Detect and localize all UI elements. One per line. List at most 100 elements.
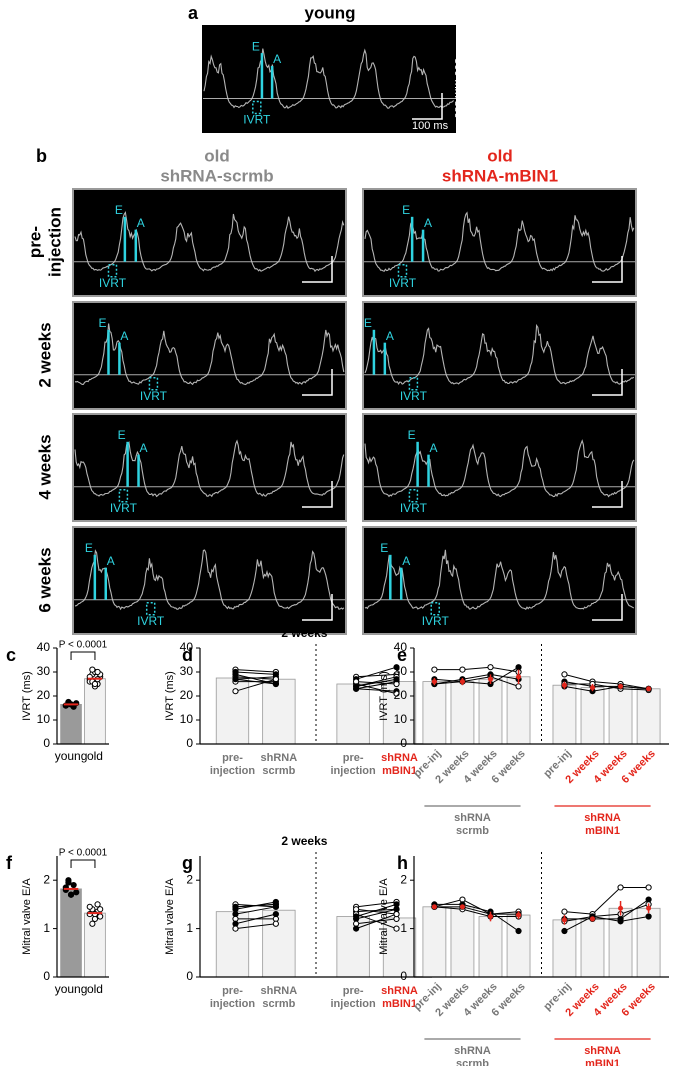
bar [215, 677, 250, 745]
bar [580, 687, 605, 745]
ivrt-marker [397, 264, 408, 278]
y-tick-label: 30 [394, 664, 408, 678]
group-label: shRNA [454, 1045, 491, 1057]
x-tick-label: shRNA [381, 985, 418, 997]
mean-marker [561, 917, 567, 923]
row-label: injection [45, 207, 64, 277]
bar [262, 678, 296, 745]
column-header: old [204, 146, 230, 165]
bar [636, 688, 661, 745]
x-tick-label: scrmb [262, 998, 295, 1010]
y-tick-label: 10 [37, 712, 51, 726]
x-tick-label: young [55, 749, 88, 763]
x-tick-label: old [87, 982, 103, 996]
y-tick-label: 40 [37, 640, 51, 654]
data-point [67, 891, 75, 898]
pair-line [356, 681, 397, 690]
ivrt-label: IVRT [389, 276, 417, 290]
bar [382, 917, 417, 978]
a-label: A [140, 441, 148, 455]
panel-label: c [6, 645, 16, 665]
data-point [94, 668, 101, 676]
group-label: shRNA [584, 1045, 621, 1057]
mean-marker [590, 916, 595, 922]
data-point [89, 920, 96, 927]
doppler-trace [364, 211, 635, 272]
column-header: shRNA-scrmb [160, 166, 273, 185]
data-point [353, 925, 360, 932]
pair-line [356, 908, 397, 920]
bar [336, 916, 370, 978]
data-point [73, 889, 80, 896]
data-point [393, 676, 400, 683]
annotation: P < 0.0001 [59, 848, 108, 859]
doppler-trace [74, 439, 345, 498]
ivrt-marker [145, 602, 156, 616]
scale-bar [592, 369, 623, 396]
x-tick-label: mBIN1 [382, 765, 417, 777]
row-label: 4 weeks [35, 434, 54, 499]
doppler-trace [364, 439, 635, 498]
y-tick-label: 30 [37, 664, 51, 678]
ivrt-label: IVRT [99, 276, 127, 290]
y-tick-label: 0 [400, 736, 407, 750]
x-tick-label: pre- [222, 985, 243, 997]
data-point [561, 671, 568, 678]
ivrt-marker [430, 602, 440, 616]
data-point [272, 920, 279, 927]
annotation: P < 0.0001 [59, 640, 108, 651]
pair-line [235, 676, 276, 680]
ivrt-marker [148, 377, 159, 391]
y-tick-label: 0 [186, 736, 193, 750]
data-point [393, 910, 400, 918]
ivrt-marker [118, 489, 129, 503]
mean-marker [431, 679, 437, 685]
pair-line [235, 678, 277, 692]
animal-line [434, 666, 519, 685]
y-tick-label: 2 [186, 872, 193, 886]
x-tick-label: shRNA [261, 985, 298, 997]
panel-label: b [36, 146, 47, 166]
bar [60, 704, 82, 745]
panel-label: f [6, 853, 13, 873]
scale-x-label: 100 ms [412, 120, 449, 132]
mean-marker [561, 682, 567, 688]
mean-marker [431, 904, 437, 910]
mean-marker [646, 905, 652, 911]
pair-line [235, 669, 276, 673]
mean-marker [618, 683, 624, 689]
chart-title: 2 weeks [281, 834, 327, 848]
scale-bar [592, 481, 623, 508]
data-point [561, 927, 568, 935]
bar [422, 681, 447, 745]
echo-image [72, 301, 347, 410]
data-point [272, 680, 279, 688]
pair-line [355, 913, 397, 930]
data-point [515, 664, 522, 671]
e-label: E [402, 203, 410, 217]
y-tick-label: 20 [394, 688, 408, 702]
panel-title: young [305, 3, 356, 22]
y-tick-label: 20 [180, 688, 194, 702]
y-tick-label: 40 [180, 640, 194, 654]
x-tick-label: injection [331, 765, 377, 777]
ivrt-label: IVRT [422, 614, 450, 628]
bar [422, 906, 447, 978]
x-tick-label: mBIN1 [382, 998, 417, 1010]
ivrt-label: IVRT [243, 113, 271, 127]
mean-marker [488, 676, 493, 682]
column-header: old [487, 146, 513, 165]
data-point [232, 903, 239, 910]
panel-label: h [397, 853, 408, 873]
data-point [91, 680, 99, 688]
ivrt-label: IVRT [110, 501, 138, 515]
y-tick-label: 0 [400, 969, 407, 983]
echo-image [362, 301, 637, 410]
animal-line [434, 899, 519, 915]
x-tick-label: injection [331, 998, 377, 1010]
bar [580, 918, 605, 978]
e-label: E [115, 203, 123, 217]
animal-line [434, 676, 519, 687]
chart-title: 2 weeks [281, 626, 327, 640]
x-tick-label: injection [210, 998, 256, 1010]
